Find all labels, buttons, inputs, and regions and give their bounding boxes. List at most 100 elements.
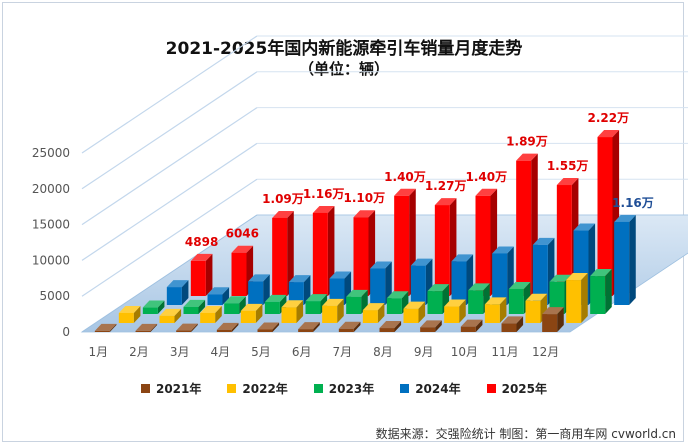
- bar-top: [370, 261, 392, 269]
- bar-2021年-11月: [501, 323, 517, 332]
- legend-label-2025: 2025年: [501, 382, 548, 396]
- bar-top: [516, 153, 538, 161]
- data-label: 1.16万: [612, 196, 654, 210]
- bar-2023年-8月: [427, 291, 443, 314]
- bar-side: [377, 303, 385, 323]
- bar-top: [305, 294, 328, 302]
- bar-2024年-3月: [248, 281, 264, 305]
- bar-side: [215, 305, 222, 323]
- bar-2021年-2月: [135, 330, 151, 332]
- bar-2023年-3月: [224, 303, 240, 314]
- bar-2021年-4月: [216, 329, 232, 332]
- bar-side: [191, 323, 198, 332]
- bar-side: [231, 322, 239, 332]
- bar-top: [257, 322, 280, 330]
- bar-2024年-2月: [207, 294, 223, 305]
- bar-2021年-6月: [298, 329, 314, 332]
- legend-label-2021: 2021年: [155, 382, 202, 396]
- bar-top: [501, 316, 524, 324]
- bar-2025年-11月: [597, 137, 613, 296]
- bar-2022年-10月: [484, 304, 500, 323]
- bar-2024年-1月: [166, 287, 182, 305]
- bar-top: [410, 258, 433, 266]
- bar-side: [239, 296, 246, 314]
- chart-title: 2021-2025年国内新能源牵引车销量月度走势: [165, 39, 523, 59]
- bar-top: [542, 307, 564, 315]
- x-tick-label: 5月: [251, 345, 271, 359]
- x-tick-label: 9月: [414, 345, 434, 359]
- x-tick-label: 4月: [211, 345, 231, 359]
- legend-label-2023: 2023年: [328, 382, 375, 396]
- x-tick-label: 6月: [292, 345, 312, 359]
- legend-item-2023: 2023年: [313, 380, 375, 397]
- data-label: 6046: [226, 227, 259, 241]
- bar-2021年-5月: [257, 329, 273, 332]
- bar-top: [590, 269, 612, 277]
- bar-top: [346, 289, 368, 297]
- bar-side: [581, 273, 588, 323]
- bar-2022年-11月: [525, 300, 541, 323]
- bar-top: [338, 321, 361, 329]
- bar-side: [133, 305, 141, 323]
- bar-top: [272, 210, 294, 218]
- bar-top: [460, 319, 483, 327]
- bar-top: [556, 178, 579, 186]
- bar-side: [629, 214, 636, 305]
- legend-label-2022: 2022年: [242, 382, 288, 396]
- bar-side: [222, 287, 230, 305]
- bar-top: [394, 188, 416, 196]
- gridline-side: [81, 35, 258, 154]
- bar-side: [459, 299, 466, 323]
- bar-2023年-2月: [183, 306, 199, 314]
- bar-top: [298, 322, 320, 330]
- bar-top: [492, 246, 514, 254]
- bar-2022年-2月: [159, 315, 175, 323]
- bar-side: [109, 323, 117, 332]
- bar-2024年-6月: [370, 268, 386, 305]
- legend-swatch-2024: [400, 384, 410, 393]
- bar-side: [418, 301, 426, 323]
- bar-top: [159, 308, 182, 316]
- bar-top: [525, 293, 548, 301]
- bar-top: [176, 323, 198, 331]
- bar-side: [157, 300, 165, 314]
- bar-side: [394, 321, 402, 332]
- bar-2024年-8月: [451, 261, 467, 305]
- bar-top: [508, 281, 531, 289]
- bar-2025年-8月: [475, 195, 491, 296]
- bar-2025年-5月: [353, 217, 369, 296]
- bar-top: [166, 280, 189, 288]
- bar-side: [181, 280, 189, 305]
- data-label: 1.10万: [343, 191, 385, 205]
- legend-item-2025: 2025年: [486, 380, 548, 397]
- bar-side: [150, 323, 158, 332]
- bar-top: [135, 323, 158, 331]
- bar-top: [190, 253, 213, 261]
- bar-2025年-3月: [272, 217, 288, 296]
- bar-2022年-1月: [118, 312, 134, 323]
- bar-top: [386, 291, 409, 299]
- bar-side: [287, 210, 294, 296]
- legend-item-2024: 2024年: [400, 380, 461, 397]
- bar-2023年-6月: [346, 296, 362, 314]
- bar-top: [532, 237, 555, 245]
- bar-2023年-11月: [549, 281, 565, 314]
- bar-2023年-12月: [590, 276, 606, 314]
- bar-2024年-4月: [288, 282, 304, 305]
- y-tick-label: 0: [62, 325, 70, 339]
- bar-side: [605, 269, 612, 314]
- bar-2023年-10月: [508, 288, 524, 314]
- bar-top: [451, 254, 474, 262]
- bar-top: [281, 300, 304, 308]
- bar-2024年-5月: [329, 278, 345, 305]
- bar-2022年-3月: [200, 312, 216, 323]
- legend-swatch-2025: [486, 384, 496, 393]
- bar-2024年-9月: [492, 253, 508, 305]
- data-label: 1.27万: [425, 179, 467, 193]
- bar-top: [403, 301, 426, 309]
- y-tick-label: 20000: [32, 182, 70, 196]
- bar-side: [255, 303, 263, 323]
- bar-2023年-5月: [305, 301, 321, 314]
- data-label: 4898: [185, 235, 218, 249]
- x-tick-label: 10月: [451, 345, 478, 359]
